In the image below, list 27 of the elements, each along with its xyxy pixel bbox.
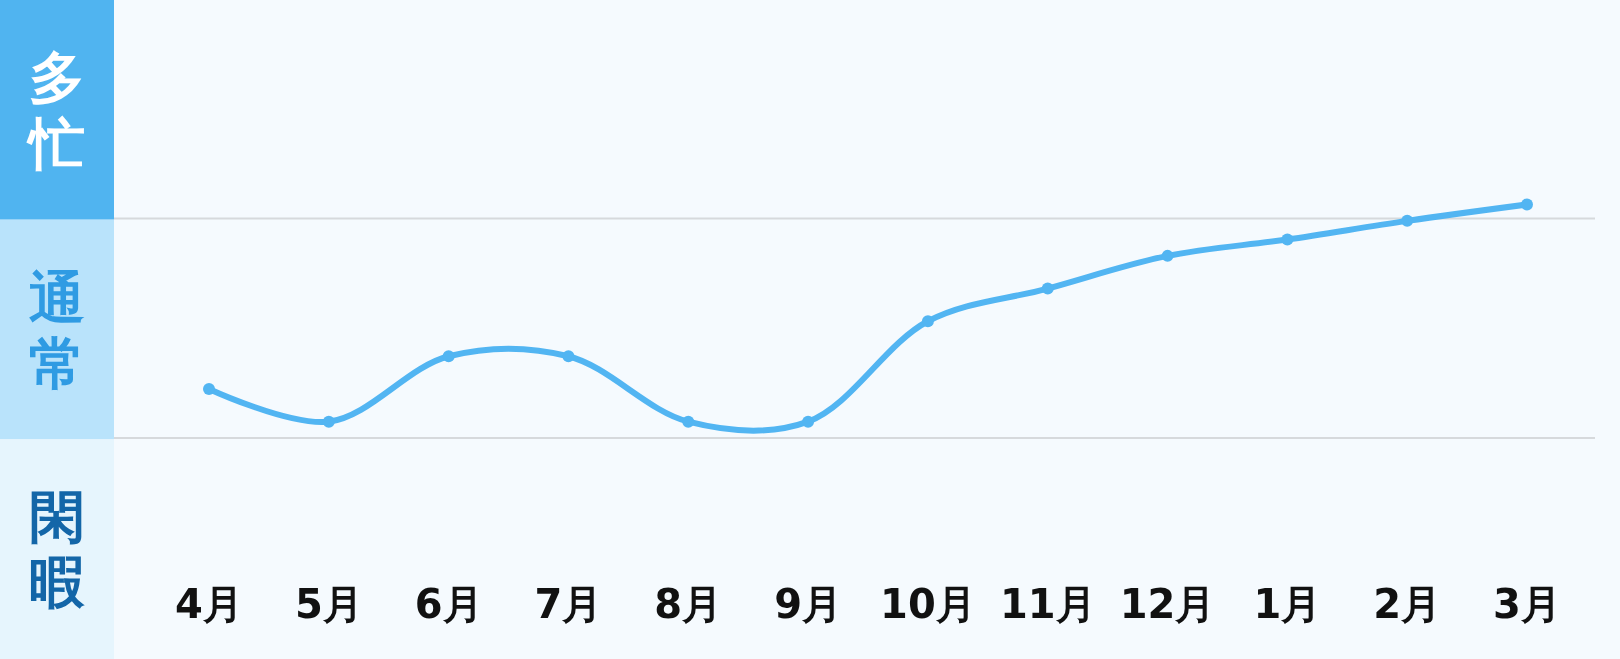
point [1281, 233, 1294, 246]
point [802, 415, 815, 428]
x-tick-label: 10月 [880, 581, 976, 627]
point [921, 315, 934, 328]
point [1161, 249, 1174, 262]
x-tick-label: 12月 [1119, 581, 1216, 627]
text: 多忙 [26, 44, 85, 176]
point [442, 350, 455, 363]
x-tick-label: 5月 [294, 581, 363, 627]
text: 閑暇 [29, 484, 85, 616]
point [1521, 198, 1533, 211]
point [682, 415, 695, 428]
x-tick-label: 4月 [175, 581, 243, 627]
point [322, 415, 335, 428]
point [1401, 214, 1414, 227]
point [1041, 282, 1054, 295]
x-tick-label: 9月 [774, 581, 843, 627]
x-tick-label: 8月 [654, 581, 723, 627]
x-tick-label: 6月 [414, 581, 483, 627]
text: 通常 [29, 264, 85, 396]
point [562, 350, 575, 363]
x-tick-label: 11月 [999, 581, 1096, 627]
x-tick-label: 7月 [534, 581, 603, 627]
x-tick-label: 3月 [1493, 581, 1561, 627]
point [203, 382, 215, 395]
x-tick-label: 1月 [1253, 581, 1322, 627]
x-tick-label: 2月 [1373, 581, 1442, 627]
